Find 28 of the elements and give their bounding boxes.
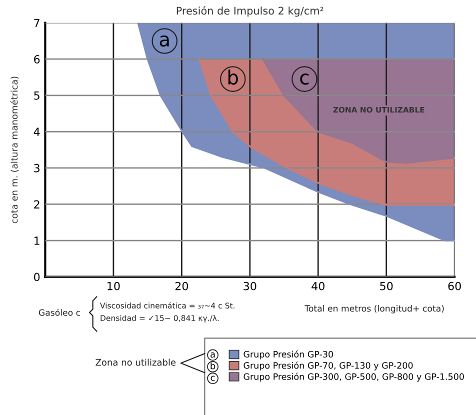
text: Gasóleo c — [38, 308, 80, 316]
x-axis-title: Total en metros (longitud+ cota) — [304, 305, 444, 314]
text: a — [210, 352, 215, 358]
y-tick-label: 1 — [34, 236, 40, 245]
legend-label: Grupo Presión GP-30 — [244, 350, 333, 360]
y-tick-label: 2 — [34, 200, 40, 208]
y-tick-label: 6 — [34, 55, 40, 64]
annotation: a — [160, 35, 169, 47]
text: c — [210, 376, 215, 381]
y-tick-label: 5 — [34, 92, 40, 100]
y-tick-label: 0 — [34, 272, 40, 282]
annotation: c — [300, 74, 309, 85]
chart-title: Presión de Impulso 2 kg/cm² — [176, 6, 324, 17]
text: b — [210, 362, 216, 370]
y-tick-label: 3 — [34, 164, 40, 172]
y-tick-label: 7 — [34, 18, 40, 28]
x-tick-label: 50 — [380, 282, 393, 290]
x-tick-label: 60 — [448, 282, 461, 290]
y-tick-label: 4 — [34, 128, 40, 136]
x-tick-label: 20 — [175, 282, 188, 290]
x-tick-label: 30 — [244, 282, 256, 290]
legend-label: Grupo Presión GP-70, GP-130 y GP-200 — [244, 362, 413, 370]
x-tick-label: 10 — [108, 282, 120, 290]
y-axis-title: cota en m. (altura manométrica) — [10, 76, 19, 224]
annotation: b — [228, 70, 238, 85]
legend-label: Grupo Presión GP-300, GP-500, GP-800 y GP-1.500 — [244, 372, 464, 382]
text: Zona no utilizable — [96, 358, 176, 366]
x-tick-label: 40 — [312, 282, 324, 290]
